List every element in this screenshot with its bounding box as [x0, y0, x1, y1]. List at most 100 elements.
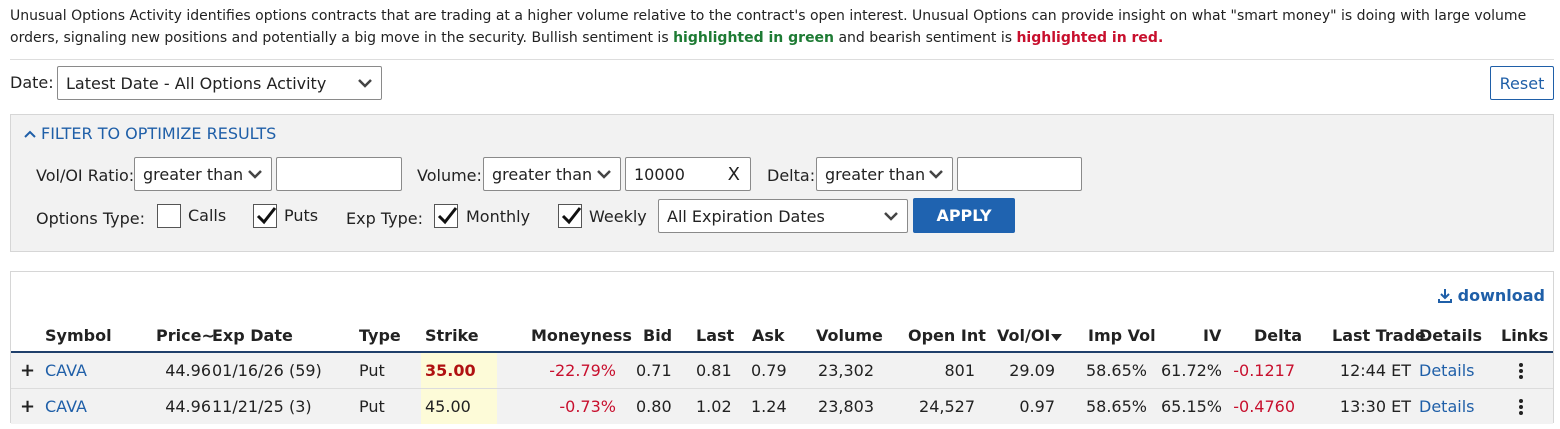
- col-ask[interactable]: Ask: [752, 326, 785, 345]
- col-price[interactable]: Price~: [156, 326, 215, 345]
- cell-last: 1.02: [696, 397, 732, 416]
- voloi-operator-value: greater than: [143, 164, 244, 184]
- col-exp-date[interactable]: Exp Date: [212, 326, 293, 345]
- cell-price: 44.96: [165, 361, 211, 380]
- close-icon[interactable]: X: [727, 164, 740, 185]
- monthly-checkbox[interactable]: [434, 204, 458, 228]
- cell-moneyness: -22.79%: [549, 361, 616, 380]
- bearish-highlight: highlighted in red.: [1016, 30, 1164, 46]
- cell-exp-date: 11/21/25 (3): [212, 397, 312, 416]
- date-label: Date:: [10, 73, 54, 92]
- volume-operator-value: greater than: [492, 164, 593, 184]
- checkmark-icon: [256, 207, 277, 225]
- calls-checkbox[interactable]: [157, 204, 181, 228]
- plus-icon[interactable]: +: [20, 360, 36, 381]
- sort-down-icon: [1051, 334, 1063, 341]
- cell-exp-date: 01/16/26 (59): [212, 361, 322, 380]
- expiration-select[interactable]: All Expiration Dates: [658, 199, 908, 233]
- filter-toggle[interactable]: FILTER TO OPTIMIZE RESULTS: [23, 124, 276, 143]
- col-volume[interactable]: Volume: [816, 326, 883, 345]
- delta-operator-select[interactable]: greater than: [816, 157, 953, 191]
- symbol-link[interactable]: CAVA: [45, 361, 87, 380]
- puts-checkbox[interactable]: [253, 204, 277, 228]
- table-header-divider: [11, 351, 1553, 353]
- more-vertical-icon[interactable]: [1519, 362, 1523, 380]
- cell-moneyness: -0.73%: [559, 397, 616, 416]
- chevron-up-icon: [24, 130, 36, 138]
- col-details: Details: [1419, 326, 1483, 345]
- col-open-int[interactable]: Open Int: [908, 326, 986, 345]
- cell-delta: -0.4760: [1233, 397, 1295, 416]
- monthly-label: Monthly: [466, 207, 531, 226]
- cell-imp-vol: 58.65%: [1085, 397, 1147, 416]
- cell-last-trade: 12:44 ET: [1339, 361, 1411, 380]
- intro-text: Unusual Options Activity identifies opti…: [10, 5, 1550, 49]
- delta-value-input[interactable]: [957, 157, 1082, 191]
- col-last-trade[interactable]: Last Trade: [1332, 326, 1426, 345]
- chevron-down-icon: [358, 79, 372, 88]
- chevron-down-icon: [884, 212, 898, 221]
- volume-value-input[interactable]: 10000 X: [625, 157, 751, 191]
- cell-open-int: 801: [944, 361, 975, 380]
- cell-ask: 0.79: [751, 361, 787, 380]
- cell-iv: 65.15%: [1161, 397, 1223, 416]
- details-link[interactable]: Details: [1419, 361, 1475, 380]
- cell-type: Put: [359, 361, 385, 380]
- checkmark-icon: [437, 207, 458, 225]
- plus-icon[interactable]: +: [20, 396, 36, 417]
- delta-operator-value: greater than: [825, 164, 926, 184]
- cell-type: Put: [359, 397, 385, 416]
- options-type-label: Options Type:: [36, 209, 145, 228]
- voloi-value-input[interactable]: [276, 157, 402, 191]
- col-type[interactable]: Type: [359, 326, 401, 345]
- details-link[interactable]: Details: [1419, 397, 1475, 416]
- reset-button[interactable]: Reset: [1490, 66, 1554, 100]
- col-delta[interactable]: Delta: [1254, 326, 1303, 345]
- col-bid[interactable]: Bid: [643, 326, 673, 345]
- symbol-link[interactable]: CAVA: [45, 397, 87, 416]
- download-label: download: [1457, 286, 1545, 305]
- download-icon: [1437, 288, 1452, 303]
- more-vertical-icon[interactable]: [1519, 398, 1523, 416]
- filter-panel: FILTER TO OPTIMIZE RESULTS Vol/OI Ratio:…: [10, 114, 1554, 252]
- weekly-checkbox[interactable]: [558, 204, 582, 228]
- col-moneyness[interactable]: Moneyness: [531, 326, 632, 345]
- cell-vol-oi: 29.09: [1009, 361, 1055, 380]
- col-links: Links: [1501, 326, 1549, 345]
- voloi-label: Vol/OI Ratio:: [36, 166, 135, 185]
- intro-text-part1: Unusual Options Activity identifies opti…: [10, 8, 1527, 46]
- cell-last-trade: 13:30 ET: [1339, 397, 1411, 416]
- calls-label: Calls: [188, 206, 227, 225]
- chevron-down-icon: [597, 170, 611, 179]
- chevron-down-icon: [248, 170, 262, 179]
- cell-vol-oi: 0.97: [1019, 397, 1055, 416]
- col-symbol[interactable]: Symbol: [45, 326, 112, 345]
- apply-button[interactable]: APPLY: [913, 198, 1015, 233]
- strike-highlight: [421, 389, 497, 424]
- voloi-operator-select[interactable]: greater than: [134, 157, 272, 191]
- volume-value-text: 10000: [634, 164, 685, 184]
- delta-label: Delta:: [767, 166, 816, 185]
- cell-strike: 35.00: [425, 361, 476, 380]
- date-select[interactable]: Latest Date - All Options Activity: [57, 66, 382, 100]
- cell-price: 44.96: [165, 397, 211, 416]
- col-iv[interactable]: IV: [1203, 326, 1222, 345]
- table-row: + CAVA 44.96 01/16/26 (59) Put 35.00 -22…: [11, 353, 1553, 389]
- cell-delta: -0.1217: [1233, 361, 1295, 380]
- weekly-label: Weekly: [589, 207, 647, 226]
- cell-ask: 1.24: [751, 397, 787, 416]
- cell-volume: 23,302: [818, 361, 874, 380]
- col-last[interactable]: Last: [696, 326, 735, 345]
- col-strike[interactable]: Strike: [425, 326, 479, 345]
- col-imp-vol[interactable]: Imp Vol: [1088, 326, 1156, 345]
- download-link[interactable]: download: [1437, 286, 1545, 305]
- cell-imp-vol: 58.65%: [1085, 361, 1147, 380]
- cell-bid: 0.71: [636, 361, 672, 380]
- checkmark-icon: [561, 207, 582, 225]
- divider: [10, 59, 1554, 60]
- volume-operator-select[interactable]: greater than: [483, 157, 621, 191]
- cell-open-int: 24,527: [919, 397, 975, 416]
- col-vol-oi[interactable]: Vol/OI: [997, 326, 1063, 345]
- exp-type-label: Exp Type:: [346, 209, 423, 228]
- volume-label: Volume:: [417, 166, 482, 185]
